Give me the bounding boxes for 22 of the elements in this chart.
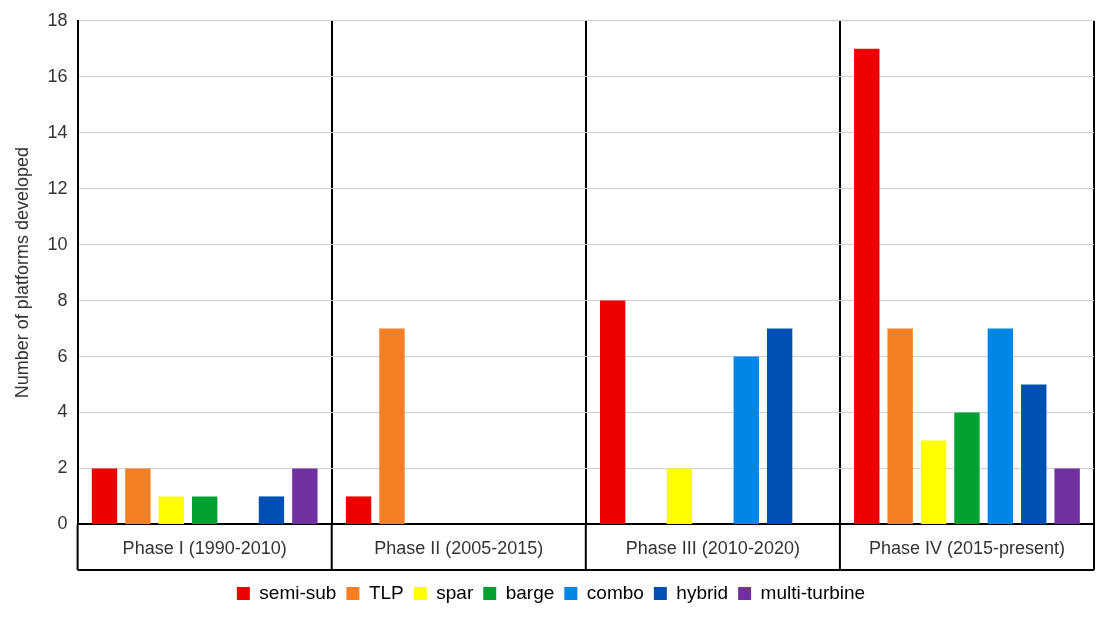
y-tick-label: 12 <box>47 177 68 198</box>
y-tick-label: 2 <box>57 457 68 478</box>
legend-label: spar <box>436 581 474 603</box>
legend-label: TLP <box>368 581 404 603</box>
y-tick-label: 16 <box>47 65 68 86</box>
y-tick-label: 18 <box>47 9 68 30</box>
legend-label: semi-sub <box>259 581 337 603</box>
y-tick-label: 6 <box>57 345 68 366</box>
y-tick-label: 0 <box>57 513 68 534</box>
x-tick-label: Phase IV (2015-present) <box>868 538 1066 559</box>
y-tick-label: 14 <box>47 121 68 142</box>
y-axis-title: Number of platforms developed <box>11 147 32 399</box>
legend-label: combo <box>586 581 644 603</box>
legend-label: barge <box>505 581 555 603</box>
y-tick-label: 8 <box>57 289 68 310</box>
x-tick-label: Phase II (2005-2015) <box>374 538 544 559</box>
y-tick-label: 4 <box>57 401 68 422</box>
y-tick-label: 10 <box>47 233 68 254</box>
legend-label: multi-turbine <box>760 581 866 603</box>
x-tick-label: Phase I (1990-2010) <box>122 538 287 559</box>
legend-label: hybrid <box>676 581 729 603</box>
x-tick-label: Phase III (2010-2020) <box>625 538 800 559</box>
